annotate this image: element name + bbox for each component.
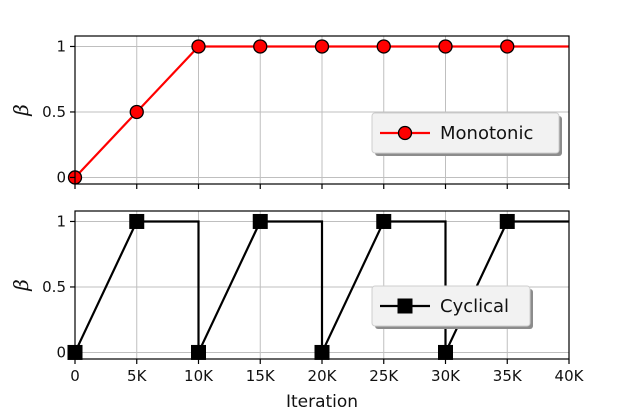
cyclical-panel: 0 5K 10K 15K 20K 25K 30K 35K 40K 0 0.5 1 β Iteratio… bbox=[9, 210, 585, 412]
monotonic-panel: 00.51 β Monotonic bbox=[9, 35, 570, 189]
monotonic-data-point bbox=[438, 39, 453, 54]
cyclical-ticks: 0 5K 10K 15K 20K 25K 30K 35K 40K 0 0.5 1 bbox=[42, 212, 584, 385]
cyclical-y-tick-label: 0 bbox=[56, 343, 66, 361]
cyclical-data-point bbox=[314, 344, 330, 360]
cyclical-x-tick-label: 35K bbox=[493, 367, 523, 385]
monotonic-data-point bbox=[500, 39, 515, 54]
monotonic-legend-marker bbox=[397, 125, 413, 141]
monotonic-data-point bbox=[129, 104, 144, 120]
monotonic-ticks: 00.51 bbox=[42, 37, 570, 189]
cyclical-x-tick-label: 0 bbox=[70, 367, 80, 385]
monotonic-series-layer bbox=[67, 39, 569, 185]
cyclical-data-point bbox=[499, 213, 515, 229]
cyclical-series-line bbox=[74, 220, 569, 353]
cyclical-legend: Cyclical bbox=[371, 285, 533, 329]
monotonic-y-axis-label: β bbox=[9, 104, 33, 117]
cyclical-y-tick-label: 0.5 bbox=[42, 278, 66, 296]
x-axis-label: Iteration bbox=[286, 392, 358, 412]
cyclical-x-tick-label: 20K bbox=[308, 367, 338, 385]
monotonic-legend-marker-shape bbox=[397, 125, 413, 141]
monotonic-data-point bbox=[314, 39, 330, 54]
monotonic-data-point bbox=[376, 39, 391, 54]
monotonic-data-point bbox=[191, 39, 206, 54]
cyclical-x-tick-label: 30K bbox=[431, 367, 461, 385]
cyclical-legend-marker bbox=[397, 298, 413, 314]
monotonic-y-tick-label: 0 bbox=[56, 168, 66, 186]
cyclical-x-tick-label: 5K bbox=[127, 367, 148, 385]
cyclical-data-point bbox=[376, 213, 392, 229]
monotonic-legend-label: Monotonic bbox=[440, 123, 533, 144]
monotonic-legend: Monotonic bbox=[371, 112, 562, 156]
cyclical-x-tick-label: 40K bbox=[555, 367, 585, 385]
monotonic-y-tick-label: 1 bbox=[56, 37, 66, 55]
cyclical-y-axis-label: β bbox=[9, 279, 33, 292]
cyclical-x-tick-label: 25K bbox=[369, 367, 399, 385]
cyclical-legend-label: Cyclical bbox=[440, 296, 509, 317]
cyclical-data-point bbox=[252, 213, 268, 229]
monotonic-legend-box bbox=[371, 112, 560, 154]
cyclical-data-point bbox=[129, 213, 145, 229]
cyclical-series-layer bbox=[67, 213, 569, 360]
cyclical-x-tick-label: 10K bbox=[184, 367, 214, 385]
monotonic-data-point bbox=[253, 39, 268, 54]
cyclical-x-tick-label: 15K bbox=[246, 367, 276, 385]
cyclical-data-point bbox=[438, 344, 453, 360]
monotonic-grid bbox=[74, 36, 570, 184]
cyclical-data-point bbox=[191, 344, 206, 360]
cyclical-legend-marker-shape bbox=[397, 298, 413, 314]
cyclical-y-tick-label: 1 bbox=[56, 212, 66, 230]
monotonic-y-tick-label: 0.5 bbox=[42, 103, 66, 121]
cyclical-legend-box bbox=[371, 285, 531, 327]
